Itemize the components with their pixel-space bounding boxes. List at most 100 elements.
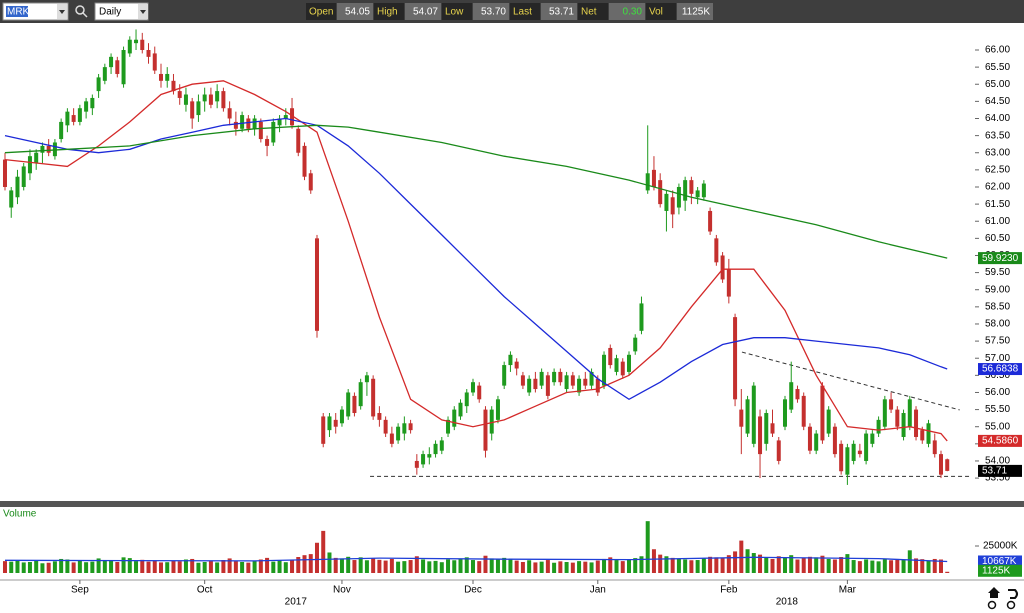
candle-body bbox=[714, 238, 719, 263]
candle-body bbox=[402, 423, 407, 434]
candle-body bbox=[764, 413, 769, 444]
volume-bar bbox=[396, 561, 401, 573]
volume-bar bbox=[158, 562, 163, 573]
candle-body bbox=[608, 347, 613, 366]
volume-bar bbox=[364, 560, 369, 573]
volume-bar bbox=[664, 556, 669, 573]
x-tick-label: Jan bbox=[590, 585, 606, 596]
volume-bar bbox=[109, 560, 114, 573]
candle-body bbox=[689, 180, 694, 194]
candle-body bbox=[864, 433, 869, 461]
candle-body bbox=[377, 413, 382, 420]
candle-body bbox=[502, 365, 507, 386]
zoom-in-icon[interactable] bbox=[987, 600, 997, 610]
candle-body bbox=[302, 145, 307, 177]
candle-body bbox=[708, 210, 713, 232]
candle-body bbox=[926, 423, 931, 444]
volume-bar bbox=[252, 561, 257, 573]
volume-bar bbox=[190, 558, 195, 573]
volume-bar bbox=[221, 560, 226, 573]
candle-body bbox=[446, 419, 451, 434]
candle-body bbox=[152, 53, 157, 71]
value-tag bbox=[978, 363, 1022, 376]
candle-body bbox=[789, 382, 794, 410]
search-icon-handle bbox=[82, 12, 88, 18]
volume-bar bbox=[283, 562, 288, 573]
volume-bar bbox=[751, 553, 756, 573]
candle-body bbox=[520, 375, 525, 386]
candle-body bbox=[177, 91, 182, 98]
candle-body bbox=[676, 186, 681, 208]
candle-body bbox=[452, 409, 457, 427]
y-tick-label: 59.50 bbox=[985, 267, 1010, 278]
candle-body bbox=[102, 67, 107, 81]
value-tag-label: 56.6838 bbox=[982, 364, 1019, 375]
volume-bar bbox=[857, 561, 862, 573]
volume-bar bbox=[795, 559, 800, 573]
y-tick-label: 58.00 bbox=[985, 319, 1010, 330]
candle-body bbox=[745, 399, 750, 434]
volume-bar bbox=[2, 561, 7, 573]
volume-bar bbox=[27, 561, 32, 573]
candle-body bbox=[202, 94, 207, 102]
y-tick-label: 55.00 bbox=[985, 421, 1010, 432]
candle-body bbox=[296, 128, 301, 153]
volume-bar bbox=[620, 561, 625, 573]
volume-bar bbox=[77, 560, 82, 573]
volume-bar bbox=[115, 561, 120, 573]
volume-bar bbox=[633, 558, 638, 573]
volume-bar bbox=[695, 560, 700, 573]
volume-bar bbox=[296, 557, 301, 573]
field-label-box bbox=[646, 3, 676, 20]
home-icon[interactable] bbox=[988, 587, 1000, 598]
volume-bar bbox=[589, 562, 594, 573]
volume-bar bbox=[602, 558, 607, 573]
volume-bar bbox=[52, 561, 57, 573]
x-tick-label: Mar bbox=[839, 585, 857, 596]
candle-body bbox=[346, 392, 351, 417]
selection bbox=[6, 6, 28, 17]
candle-body bbox=[96, 77, 101, 92]
value-tag-label: 10667K bbox=[982, 556, 1017, 567]
volume-bar bbox=[889, 560, 894, 573]
search-icon[interactable] bbox=[75, 5, 85, 15]
panel-separator bbox=[0, 501, 1024, 507]
zoom-out-icon[interactable] bbox=[1006, 600, 1016, 610]
candle-body bbox=[314, 238, 319, 331]
volume-bar bbox=[196, 562, 201, 573]
undo-icon[interactable] bbox=[1008, 589, 1018, 599]
volume-bar bbox=[171, 560, 176, 573]
field-value: 53.70 bbox=[481, 7, 506, 18]
volume-bar bbox=[470, 560, 475, 573]
volume-bar bbox=[333, 557, 338, 573]
moving-average bbox=[4, 80, 948, 442]
volume-bar bbox=[820, 555, 825, 573]
volume-bar bbox=[146, 561, 151, 573]
y-tick-label: 62.50 bbox=[985, 165, 1010, 176]
y-tick-label: 59.00 bbox=[985, 284, 1010, 295]
y-tick-label: 57.00 bbox=[985, 353, 1010, 364]
volume-bar bbox=[46, 562, 51, 573]
candle-body bbox=[758, 416, 763, 455]
candle-body bbox=[876, 419, 881, 434]
candle-body bbox=[52, 142, 57, 157]
volume-bar bbox=[389, 558, 394, 573]
interval: Daily bbox=[99, 7, 121, 18]
trendline bbox=[741, 351, 960, 411]
candle-body bbox=[408, 423, 413, 431]
candle-body bbox=[389, 433, 394, 444]
volume-bar bbox=[308, 554, 313, 573]
volume-bar bbox=[938, 559, 943, 573]
volume-bar bbox=[864, 559, 869, 573]
candle-body bbox=[795, 389, 800, 400]
candle-body bbox=[620, 361, 625, 376]
candle-body bbox=[889, 399, 894, 410]
volume-bar bbox=[801, 558, 806, 573]
volume-bar bbox=[40, 563, 45, 573]
candle-body bbox=[645, 173, 650, 191]
volume-bar bbox=[564, 561, 569, 573]
volume-bar bbox=[21, 562, 26, 573]
volume-bar bbox=[427, 561, 432, 573]
candle-body bbox=[508, 354, 513, 366]
volume-bar bbox=[227, 558, 232, 573]
